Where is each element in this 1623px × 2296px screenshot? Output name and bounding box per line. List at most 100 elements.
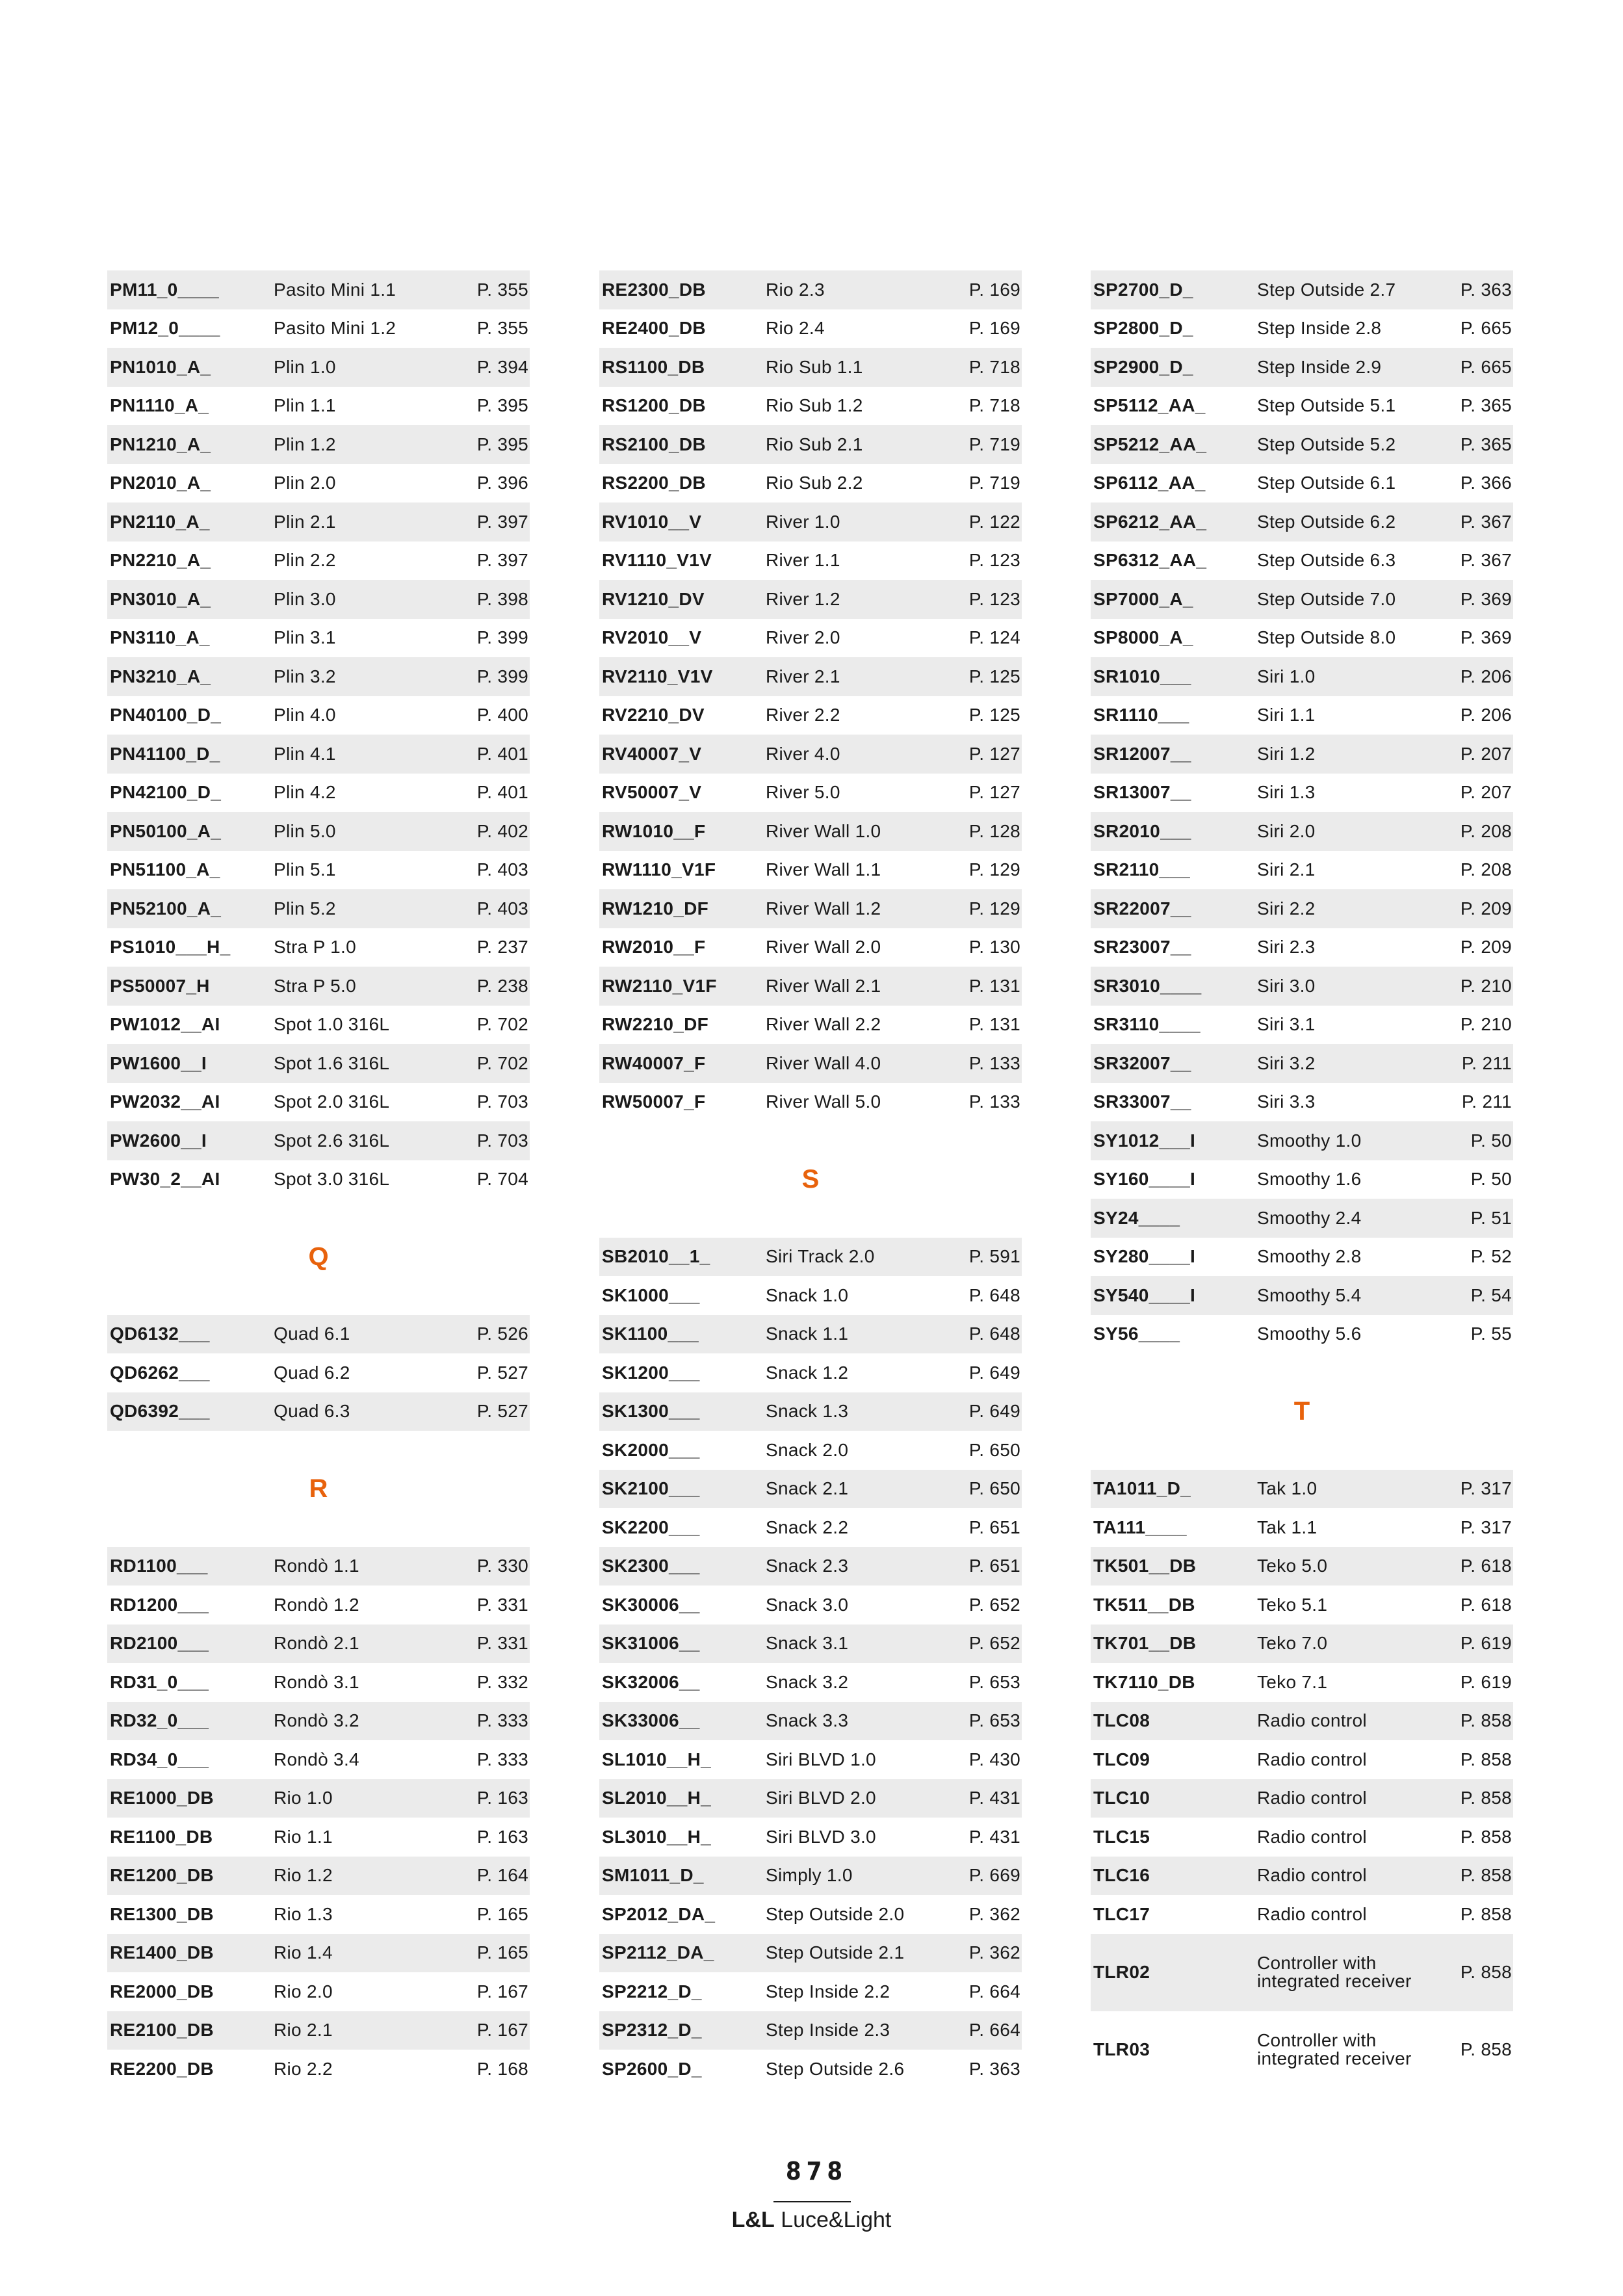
page-reference: P. 362 [968,1903,1020,1924]
page-reference: P. 332 [476,1671,528,1692]
product-code: SR22007__ [1093,898,1191,919]
product-code: TLC08 [1093,1710,1150,1731]
product-name: Plin 4.1 [274,743,336,764]
product-code: TK511__DB [1093,1594,1195,1615]
product-code: PN3010_A_ [110,588,211,609]
index-row: SP2112_DA_ Step Outside 2.1 P. 362 [599,1933,1022,1972]
index-row: RV2210_DV River 2.2 P. 125 [599,696,1022,735]
product-name: River Wall 2.1 [766,975,881,996]
index-row: RW2210_DF River Wall 2.2 P. 131 [599,1006,1022,1045]
product-name: Smoothy 1.0 [1257,1130,1362,1151]
page-reference: P. 431 [968,1826,1020,1847]
product-code: SP5112_AA_ [1093,395,1206,416]
page-reference: P. 238 [476,975,528,996]
page-reference: P. 665 [1460,356,1512,377]
page-reference: P. 619 [1460,1633,1512,1654]
product-name: Snack 3.0 [766,1594,849,1615]
product-code: RW1210_DF [602,898,709,919]
product-name: Siri 1.0 [1257,666,1316,686]
product-code: SK1300___ [602,1401,700,1422]
product-name: Step Outside 6.1 [1257,473,1396,493]
index-row: PN1210_A_ Plin 1.2 P. 395 [107,425,530,464]
page-reference: P. 369 [1460,627,1512,648]
page-reference: P. 52 [1470,1246,1512,1267]
page-reference: P. 131 [968,1014,1020,1035]
product-name: Rondò 3.4 [274,1749,359,1769]
product-name: Controller with integrated receiver [1257,1953,1412,1991]
product-code: TK7110_DB [1093,1671,1195,1692]
product-name: Snack 3.1 [766,1633,849,1654]
page-reference: P. 403 [476,859,528,880]
index-row: SK30006__ Snack 3.0 P. 652 [599,1585,1022,1624]
product-code: SR12007__ [1093,743,1191,764]
brand-name: L&L Luce&Light [0,2208,1623,2233]
product-code: PN41100_D_ [110,743,220,764]
product-code: SY160____I [1093,1169,1196,1190]
index-row: TLC10 Radio control P. 858 [1091,1779,1513,1818]
page-reference: P. 649 [968,1401,1020,1422]
product-name: Controller with integrated receiver [1257,2030,1412,2068]
product-name: Radio control [1257,1749,1367,1769]
product-name: Step Inside 2.8 [1257,318,1382,339]
index-row: QD6392___ Quad 6.3 P. 527 [107,1392,530,1431]
page-reference: P. 365 [1460,395,1512,416]
product-code: RV40007_V [602,743,702,764]
page-reference: P. 648 [968,1285,1020,1305]
product-name: Snack 2.2 [766,1517,849,1537]
index-row: RW40007_F River Wall 4.0 P. 133 [599,1044,1022,1083]
product-name: Step Inside 2.2 [766,1981,890,2002]
index-row: SP2012_DA_ Step Outside 2.0 P. 362 [599,1895,1022,1934]
index-column-3: SP2700_D_ Step Outside 2.7 P. 363 SP2800_D_… [1091,270,1513,2089]
product-name: Siri 3.0 [1257,975,1316,996]
page-reference: P. 400 [476,705,528,725]
page-reference: P. 858 [1460,1788,1512,1808]
product-code: PW2032__AI [110,1091,220,1112]
product-name: Plin 5.2 [274,898,336,919]
page-reference: P. 648 [968,1324,1020,1344]
page-reference: P. 168 [476,2058,528,2079]
product-code: TLC16 [1093,1865,1150,1886]
product-code: SK32006__ [602,1671,700,1692]
product-name: Snack 2.3 [766,1556,849,1576]
product-name: River 1.1 [766,550,840,571]
product-name: Plin 1.2 [274,434,336,454]
product-code: RE2100_DB [110,2020,214,2041]
index-row: SK1300___ Snack 1.3 P. 649 [599,1392,1022,1431]
product-code: SP2700_D_ [1093,279,1193,300]
product-code: PM11_0____ [110,279,220,300]
product-code: RW50007_F [602,1091,706,1112]
index-row: RW1210_DF River Wall 1.2 P. 129 [599,889,1022,928]
page-reference: P. 317 [1460,1517,1512,1537]
page-reference: P. 401 [476,743,528,764]
index-column-1: PM11_0____ Pasito Mini 1.1 P. 355 PM12_0___… [107,270,530,2089]
index-row: PN1110_A_ Plin 1.1 P. 395 [107,387,530,426]
index-row: RE2000_DB Rio 2.0 P. 167 [107,1972,530,2011]
index-row: SR1010___ Siri 1.0 P. 206 [1091,657,1513,696]
product-code: RD34_0___ [110,1749,209,1769]
product-name: River 4.0 [766,743,840,764]
product-name: Quad 6.3 [274,1401,350,1422]
product-name: Siri 2.3 [1257,937,1316,958]
product-name: River 2.1 [766,666,840,686]
product-name: Plin 5.1 [274,859,336,880]
page-reference: P. 591 [968,1246,1020,1267]
product-code: SY56____ [1093,1324,1180,1344]
product-code: PW1600__I [110,1052,207,1073]
index-row: PN3110_A_ Plin 3.1 P. 399 [107,619,530,658]
index-row: RW1110_V1F River Wall 1.1 P. 129 [599,851,1022,890]
product-name: Plin 3.2 [274,666,336,686]
page-reference: P. 209 [1460,898,1512,919]
page-reference: P. 430 [968,1749,1020,1769]
product-name: Plin 1.1 [274,395,336,416]
product-code: PN3210_A_ [110,666,211,686]
product-code: SK1200___ [602,1362,700,1383]
index-row: PN42100_D_ Plin 4.2 P. 401 [107,774,530,813]
product-name: Siri 1.1 [1257,705,1316,725]
index-row: SY1012___I Smoothy 1.0 P. 50 [1091,1121,1513,1160]
product-name: Pasito Mini 1.1 [274,279,396,300]
product-code: SR13007__ [1093,782,1191,803]
page-reference: P. 331 [476,1594,528,1615]
index-row: SR3110____ Siri 3.1 P. 210 [1091,1006,1513,1045]
product-code: SR23007__ [1093,937,1191,958]
page-reference: P. 703 [476,1130,528,1151]
